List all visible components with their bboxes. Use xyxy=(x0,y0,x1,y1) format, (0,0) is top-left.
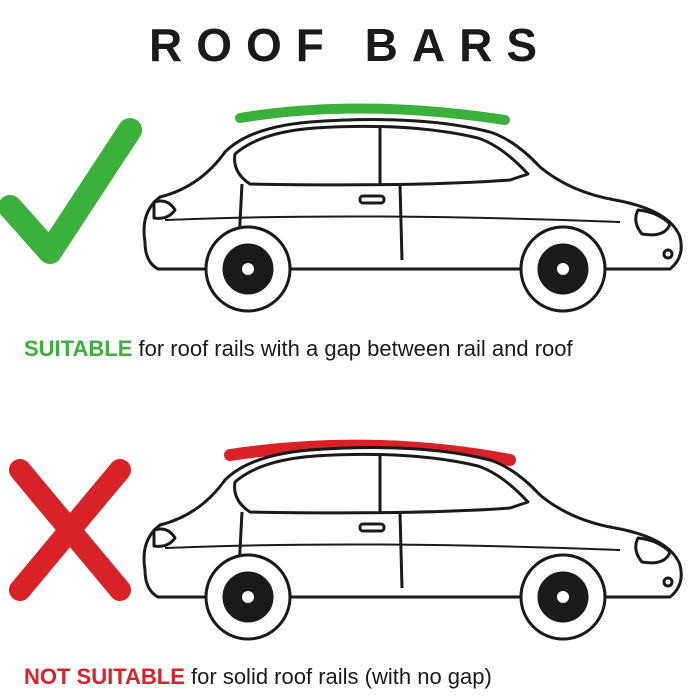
caption-not-suitable-rest: for solid roof rails (with no gap) xyxy=(185,664,492,689)
car-not-suitable xyxy=(110,420,700,660)
keyword-not-suitable: NOT SUITABLE xyxy=(24,664,185,689)
keyword-suitable: SUITABLE xyxy=(24,336,132,361)
panel-suitable: SUITABLE for roof rails with a gap betwe… xyxy=(0,82,700,362)
page-title: ROOF BARS xyxy=(0,0,700,72)
caption-not-suitable: NOT SUITABLE for solid roof rails (with … xyxy=(24,664,700,690)
panel-not-suitable: NOT SUITABLE for solid roof rails (with … xyxy=(0,410,700,690)
car-suitable xyxy=(110,92,700,332)
caption-suitable-rest: for roof rails with a gap between rail a… xyxy=(132,336,572,361)
caption-suitable: SUITABLE for roof rails with a gap betwe… xyxy=(24,336,700,362)
